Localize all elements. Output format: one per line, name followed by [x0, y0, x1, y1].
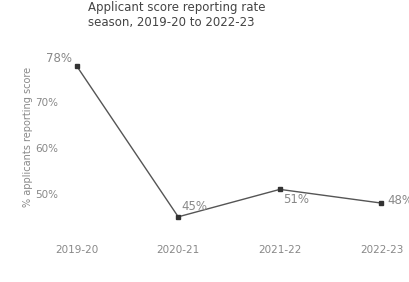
- Text: 48%: 48%: [387, 195, 409, 208]
- Y-axis label: % applicants reporting score: % applicants reporting score: [23, 67, 33, 207]
- Text: 78%: 78%: [46, 52, 72, 65]
- Text: 51%: 51%: [283, 193, 309, 206]
- Text: Applicant score reporting rate
season, 2019-20 to 2022-23: Applicant score reporting rate season, 2…: [88, 1, 266, 28]
- Text: 45%: 45%: [181, 200, 207, 213]
